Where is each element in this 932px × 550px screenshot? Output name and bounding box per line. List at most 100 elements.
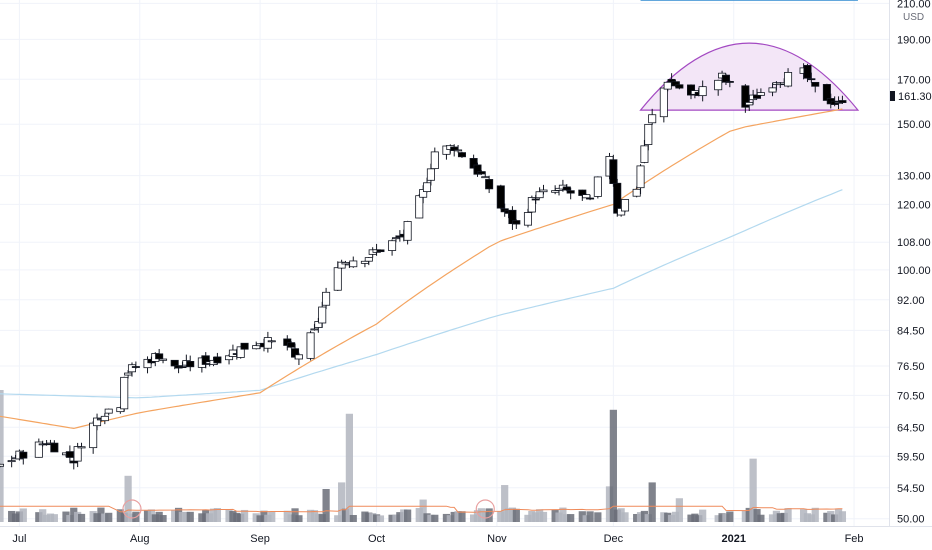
candle (838, 95, 847, 104)
candle (143, 356, 152, 374)
volume-bar (667, 514, 676, 522)
candle (659, 87, 668, 123)
volume-bar (640, 510, 649, 522)
volume-bar (171, 510, 179, 522)
candle-body (34, 441, 43, 458)
price-tick-label: 50.00 (897, 514, 925, 526)
volume-bar (594, 512, 602, 522)
volume-bar (206, 513, 214, 522)
time-tick-label: Nov (487, 533, 507, 545)
volume-bar (609, 409, 617, 522)
candle-body (566, 190, 575, 194)
candle (675, 81, 684, 90)
ma-fast-line (0, 108, 843, 430)
volume-bar (186, 511, 194, 522)
volume-bar (745, 507, 753, 522)
volume-bar (256, 515, 264, 522)
volume-bar (827, 510, 835, 522)
volume-bar (89, 511, 97, 522)
volume-bar (93, 513, 101, 522)
volume-bar (803, 513, 812, 522)
candle-body (698, 86, 707, 97)
candle (65, 445, 74, 464)
candle (34, 438, 43, 458)
candle-body (333, 267, 342, 291)
volume-bar (0, 390, 4, 522)
volume-bar (15, 511, 24, 522)
candle (77, 442, 86, 449)
volume-bar (501, 485, 509, 522)
price-tick-label: 59.50 (897, 451, 925, 463)
volume-bar (772, 510, 781, 522)
candle-body (50, 442, 59, 453)
candle-body (531, 198, 540, 201)
candle-body (741, 85, 750, 108)
volume-bar (431, 514, 439, 522)
candle-body (403, 221, 412, 241)
candle (512, 219, 521, 229)
candle-body (838, 100, 847, 103)
volume-bar (35, 512, 43, 522)
volume-bar (77, 513, 86, 522)
candle-body (310, 328, 319, 331)
volume-bar (726, 511, 734, 522)
volume-bar (481, 511, 489, 522)
candle-body (539, 189, 548, 193)
candle (294, 352, 303, 366)
candle (741, 84, 750, 113)
candle-body (535, 191, 544, 199)
volume-bar (66, 515, 74, 522)
volume-ma-line (0, 505, 843, 513)
volume-bar (97, 507, 105, 522)
axes (0, 0, 932, 527)
candle-body (648, 114, 657, 124)
candle-body (19, 451, 28, 459)
price-tick-label: 76.50 (897, 361, 925, 373)
earnings-marker (475, 499, 495, 519)
volume-bar (143, 510, 152, 522)
volume-bar (532, 512, 540, 522)
candle (287, 341, 296, 349)
volume-bar (419, 499, 427, 522)
candle-body (481, 176, 490, 179)
volume-bar (485, 508, 493, 522)
volume-bar (237, 513, 245, 522)
candle (263, 331, 272, 353)
volume-bar (687, 514, 695, 522)
candle (508, 206, 517, 230)
volume-bar (831, 514, 839, 522)
volume-bar (582, 515, 590, 522)
price-tick-label: 92.00 (897, 295, 925, 307)
volume-bar (784, 508, 792, 522)
candle-body (240, 342, 249, 350)
event-markers (122, 499, 495, 519)
candle (807, 72, 816, 83)
candle-body (609, 159, 618, 184)
volume-bar (633, 513, 641, 522)
candle-body (714, 79, 723, 91)
volume-bar (252, 513, 260, 522)
volume-bar (675, 498, 683, 522)
volume-bar (497, 511, 505, 522)
volume-bar (306, 509, 315, 522)
volume-bar (198, 513, 206, 522)
volume-bar (605, 486, 614, 522)
volume-bar (749, 458, 757, 522)
candle (566, 187, 575, 200)
candle (376, 249, 385, 253)
candle-body (186, 360, 195, 368)
volume-bar (178, 511, 187, 522)
ma-slow-line (0, 189, 843, 399)
candle (644, 123, 653, 151)
volume-bar (454, 511, 462, 522)
candle (364, 257, 373, 266)
candle (322, 287, 331, 310)
candle (104, 408, 113, 416)
candle-body (477, 171, 486, 175)
candle-body (644, 123, 653, 145)
candle-body (586, 197, 595, 200)
volume-bar (578, 511, 586, 522)
candle (50, 440, 59, 453)
candle-body (512, 220, 521, 225)
